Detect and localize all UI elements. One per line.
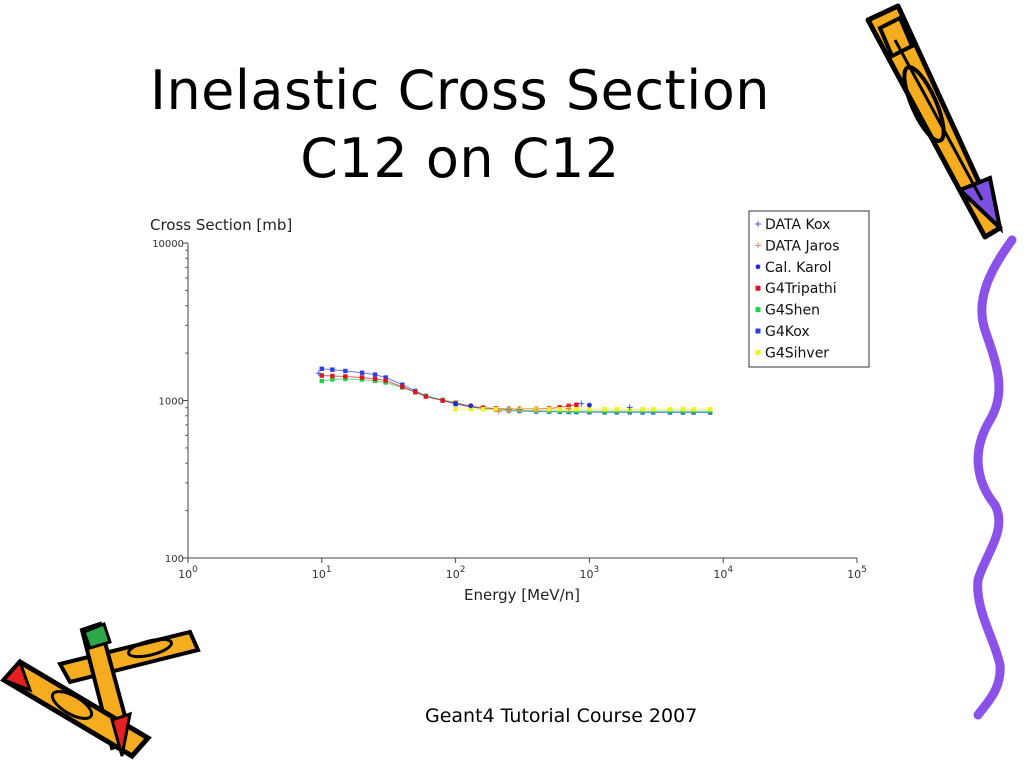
data-point: [708, 407, 713, 412]
data-point: [400, 384, 405, 390]
data-point: [343, 368, 348, 374]
data-point: [691, 407, 696, 412]
legend-label: Cal. Karol: [765, 260, 832, 276]
x-axis-label: Energy [MeV/n]: [464, 586, 580, 604]
pencil-clipart-top-right: [865, 3, 1004, 240]
legend-marker: [755, 307, 761, 313]
data-point: [423, 394, 429, 399]
data-point: [505, 407, 512, 414]
legend: DATA Kox DATA Jaros Cal. Karol G4Tripathi G4…: [748, 210, 870, 368]
series-line: [321, 378, 711, 412]
x-tick-label: 105: [847, 565, 867, 581]
data-point: [565, 405, 572, 412]
data-point: [319, 378, 324, 384]
x-tick-label: 102: [446, 565, 466, 581]
data-point: [400, 382, 405, 387]
slide-footer: Geant4 Tutorial Course 2007: [425, 705, 698, 727]
legend-marker: [755, 349, 761, 355]
data-point: [680, 407, 686, 412]
x-tick-label: 100: [178, 565, 198, 581]
data-point: [440, 398, 445, 403]
data-point: [578, 400, 585, 407]
data-point: [330, 373, 335, 379]
plot-series: [315, 366, 713, 415]
series-data-jaros: [495, 405, 572, 415]
data-point: [315, 370, 322, 377]
legend-marker: [755, 221, 761, 227]
y-axis-ticks: 100 1000 10000: [152, 239, 188, 565]
data-point: [614, 407, 619, 412]
data-point: [557, 407, 562, 412]
legend-label: DATA Jaros: [765, 238, 840, 254]
slide-title-line2: C12 on C12: [300, 127, 620, 190]
legend-label: G4Kox: [765, 324, 810, 340]
data-point: [359, 375, 365, 380]
x-axis-ticks: 100 101 102 103 104 105: [178, 558, 867, 581]
data-point: [383, 378, 388, 383]
data-point: [587, 402, 592, 408]
x-tick-label: 104: [713, 565, 733, 581]
series-cal-karol: [453, 401, 592, 409]
legend-marker: [755, 328, 761, 334]
data-point: [359, 370, 365, 375]
y-tick-label: 10000: [152, 239, 184, 250]
y-axis-label: Cross Section [mb]: [150, 216, 292, 234]
legend-marker: [755, 264, 761, 270]
data-point: [493, 407, 499, 412]
data-point: [319, 366, 324, 371]
legend-label: G4Shen: [765, 303, 820, 319]
slide-title-line1: Inelastic Cross Section: [150, 59, 770, 122]
data-point: [495, 408, 502, 415]
data-point: [453, 401, 458, 407]
data-point: [413, 389, 418, 395]
pencil-clipart-bottom-left: [0, 621, 201, 760]
data-point: [343, 374, 348, 379]
data-point: [330, 377, 335, 382]
data-point: [372, 376, 378, 382]
data-point: [480, 407, 486, 412]
legend-marker: [755, 285, 761, 291]
legend-label: G4Sihver: [765, 345, 829, 361]
y-tick-label: 1000: [159, 397, 184, 408]
data-point: [640, 407, 645, 412]
data-point: [343, 376, 348, 382]
data-point: [468, 403, 474, 409]
data-point: [574, 402, 579, 407]
x-tick-label: 103: [580, 565, 600, 581]
data-point: [319, 373, 324, 378]
data-point: [372, 372, 378, 377]
data-point: [602, 407, 607, 412]
legend-box: [748, 210, 870, 368]
legend-label: DATA Kox: [765, 217, 830, 233]
data-point: [587, 407, 592, 412]
y-tick-label: 100: [165, 554, 184, 565]
data-point: [574, 407, 579, 412]
data-point: [516, 407, 523, 414]
legend-marker: [755, 242, 761, 249]
data-point: [468, 407, 474, 412]
data-point: [626, 404, 633, 411]
x-tick-label: 101: [312, 565, 332, 581]
squiggle-clipart-right: [973, 235, 1017, 720]
data-point: [546, 407, 552, 412]
legend-label: G4Tripathi: [765, 281, 837, 297]
series-line: [321, 368, 711, 413]
data-point: [453, 407, 458, 412]
data-point: [651, 407, 656, 412]
data-point: [667, 407, 673, 412]
data-point: [383, 375, 388, 380]
data-point: [533, 407, 540, 414]
data-point: [330, 367, 335, 372]
